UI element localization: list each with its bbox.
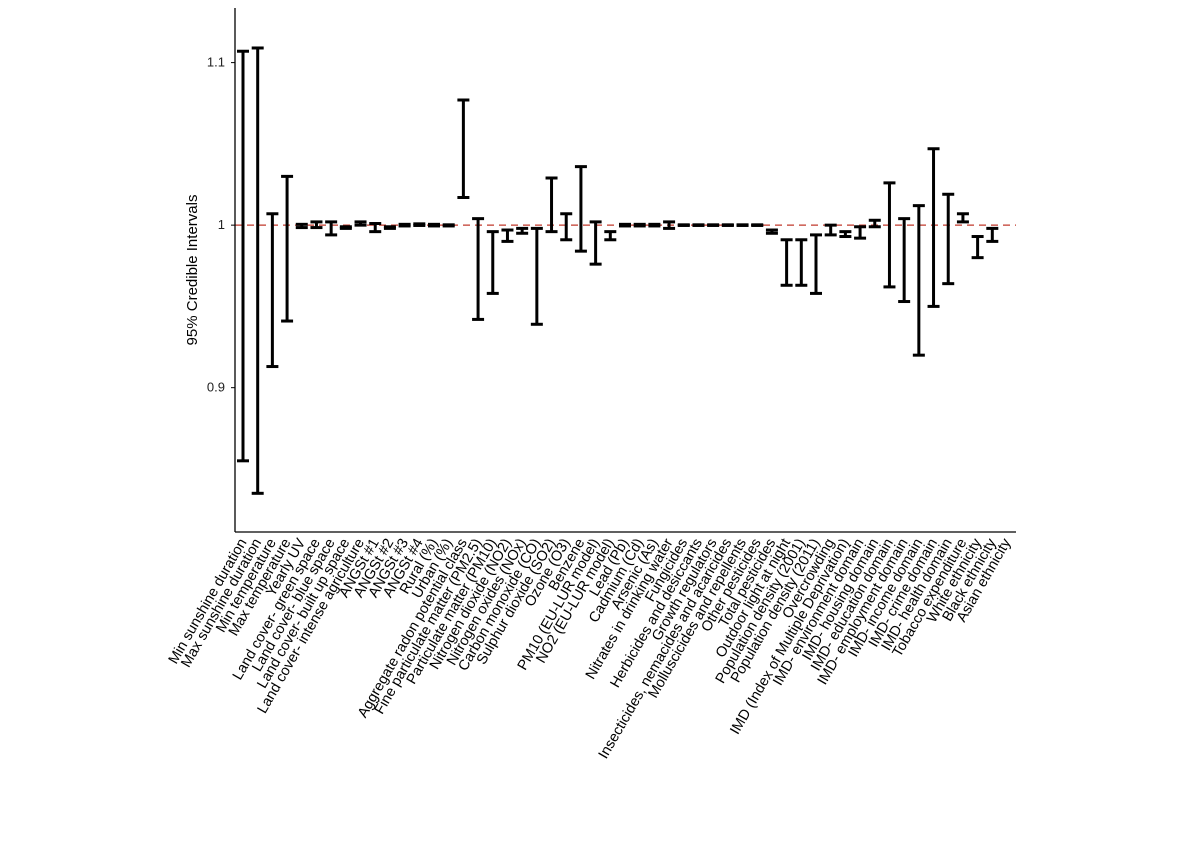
error-bar xyxy=(281,174,294,323)
error-bar xyxy=(854,225,867,240)
error-bar xyxy=(927,147,940,308)
error-bar xyxy=(810,233,822,295)
error-bar xyxy=(472,217,485,321)
error-bar xyxy=(795,238,808,287)
error-bar xyxy=(986,226,999,243)
error-bar xyxy=(354,220,367,227)
error-bar xyxy=(442,223,455,228)
error-bar xyxy=(398,222,411,228)
error-bar xyxy=(942,192,955,286)
y-axis-title: 95% Credible Intervals xyxy=(184,195,201,346)
interval-layer xyxy=(237,46,999,495)
error-bar xyxy=(369,222,382,234)
error-bar xyxy=(574,165,587,253)
error-bar xyxy=(912,204,925,357)
error-bar xyxy=(971,235,984,260)
error-bar xyxy=(295,222,308,230)
error-bar xyxy=(839,230,852,239)
error-bar xyxy=(604,230,617,242)
error-bar xyxy=(751,223,764,227)
error-bar xyxy=(677,223,690,227)
error-bar xyxy=(692,223,705,227)
y-tick-label: 1 xyxy=(218,217,225,232)
error-bar xyxy=(325,220,338,237)
error-bar xyxy=(530,226,543,326)
error-bar xyxy=(736,223,749,227)
y-tick-layer: 0.9 1 1.1 xyxy=(207,55,235,395)
error-bar xyxy=(648,222,661,228)
error-bar xyxy=(266,212,279,369)
error-bar xyxy=(251,46,264,495)
error-bar xyxy=(457,98,470,200)
y-tick-label: 1.1 xyxy=(207,55,225,70)
error-bar xyxy=(956,212,969,224)
error-bar xyxy=(339,225,352,230)
error-bar xyxy=(765,228,778,235)
error-bar xyxy=(589,220,602,266)
error-bar xyxy=(883,181,896,289)
error-bar xyxy=(501,228,514,243)
error-bar xyxy=(633,222,646,228)
error-bar xyxy=(619,222,631,228)
error-bar xyxy=(310,220,323,230)
error-bar xyxy=(824,223,837,237)
error-bar xyxy=(516,226,529,235)
error-bar xyxy=(428,222,440,228)
error-bar xyxy=(721,223,734,227)
error-bar xyxy=(383,225,396,230)
error-bar xyxy=(560,212,573,242)
axes-layer xyxy=(234,8,1016,533)
error-bar xyxy=(780,238,793,287)
error-bar xyxy=(486,230,499,295)
y-tick-label: 0.9 xyxy=(207,380,225,395)
error-bar xyxy=(237,49,249,463)
error-bar xyxy=(413,222,426,227)
error-bar xyxy=(868,218,881,229)
error-bar xyxy=(545,176,558,234)
error-bar xyxy=(898,217,911,304)
error-bar xyxy=(707,223,720,227)
error-bar xyxy=(663,220,676,230)
